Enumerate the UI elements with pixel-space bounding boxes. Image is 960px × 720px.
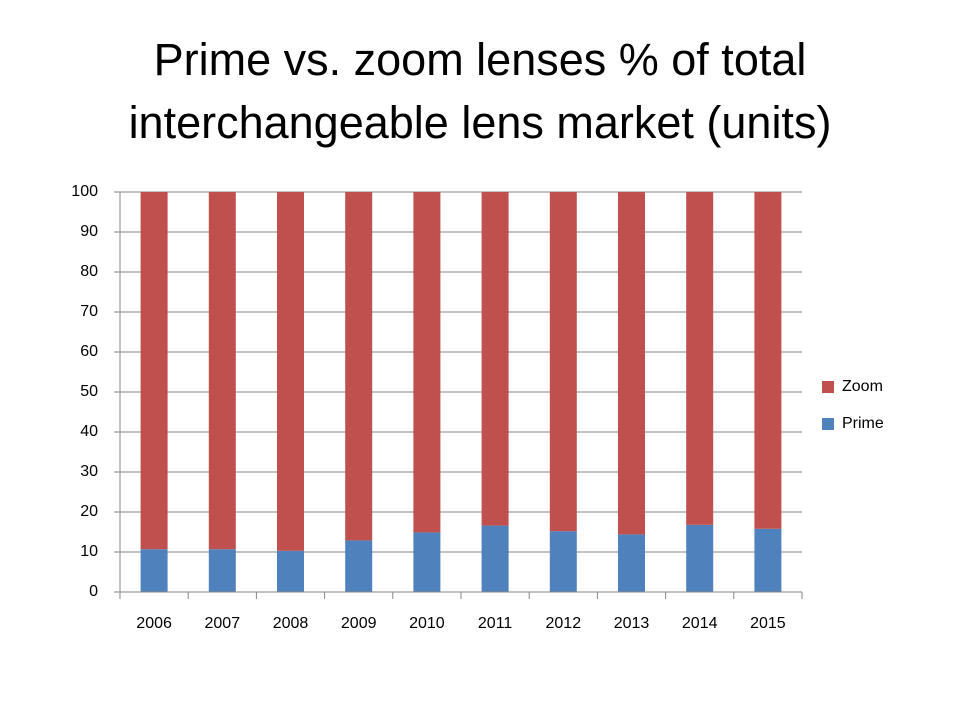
bar-segment: [345, 192, 373, 541]
y-tick-label: 60: [80, 343, 98, 360]
x-tick-label: 2009: [341, 615, 377, 632]
bar-segment: [549, 192, 577, 532]
legend-label: Zoom: [842, 378, 883, 395]
y-tick-label: 80: [80, 263, 98, 280]
bar-segment: [208, 549, 236, 592]
y-tick-label: 90: [80, 223, 98, 240]
bar-segment: [140, 192, 168, 550]
bar-segment: [481, 192, 509, 526]
y-tick-label: 50: [80, 383, 98, 400]
y-tick-label: 30: [80, 463, 98, 480]
bar-segment: [754, 192, 782, 529]
legend-swatch: [822, 418, 834, 430]
y-tick-label: 10: [80, 543, 98, 560]
bar-segment: [345, 540, 373, 592]
legend-swatch: [822, 381, 834, 393]
bar-segment: [686, 524, 714, 592]
y-tick-label: 70: [80, 303, 98, 320]
legend-label: Prime: [842, 415, 884, 432]
y-tick-label: 20: [80, 503, 98, 520]
bar-segment: [140, 549, 168, 592]
bar-segment: [413, 192, 441, 533]
x-tick-label: 2010: [409, 615, 445, 632]
bar-segment: [481, 525, 509, 592]
x-tick-label: 2006: [136, 615, 172, 632]
bar-segment: [618, 192, 645, 535]
chart-title: Prime vs. zoom lenses % of total interch…: [128, 34, 832, 148]
bar-segment: [208, 192, 236, 550]
x-tick-label: 2007: [205, 615, 241, 632]
y-tick-label: 100: [71, 183, 98, 200]
bar-segment: [549, 531, 577, 592]
bar-segment: [277, 192, 304, 551]
x-tick-label: 2008: [273, 615, 309, 632]
bar-segment: [413, 532, 441, 592]
bar-segment: [618, 534, 645, 592]
bar-segment: [754, 528, 782, 592]
bar-segment: [277, 550, 304, 592]
y-tick-label: 40: [80, 423, 98, 440]
x-tick-label: 2013: [614, 615, 650, 632]
y-tick-label: 0: [89, 583, 98, 600]
x-tick-label: 2011: [478, 615, 513, 632]
x-tick-label: 2014: [682, 615, 718, 632]
x-tick-label: 2015: [750, 615, 786, 632]
x-tick-label: 2012: [546, 615, 582, 632]
bar-segment: [686, 192, 714, 525]
